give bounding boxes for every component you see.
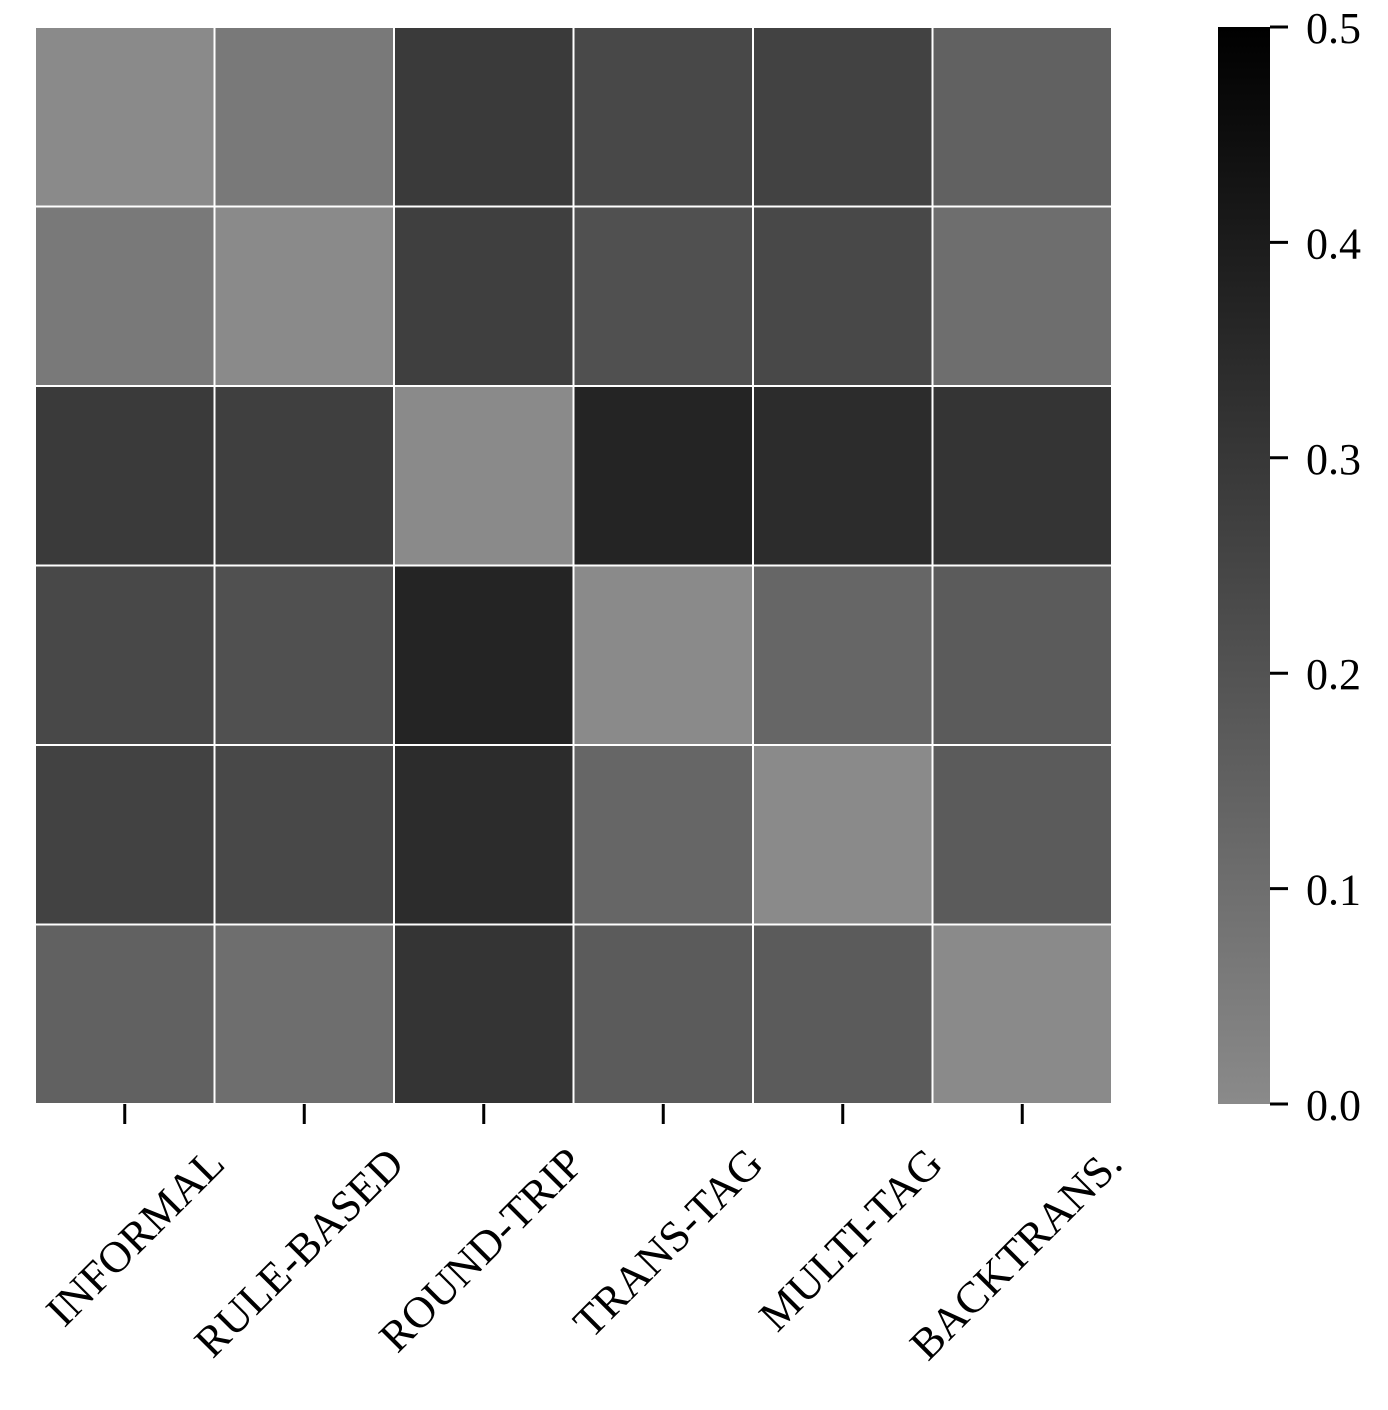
heatmap-cell (931, 385, 1113, 567)
heatmap-cell (572, 744, 754, 926)
x-axis: INFORMALRULE-BASEDROUND-TRIPTRANS-TAGMUL… (37, 1104, 1131, 1369)
heatmap-cell (393, 923, 575, 1105)
heatmap-cell (752, 26, 934, 208)
heatmap-cell (34, 564, 216, 746)
x-tick-label: INFORMAL (37, 1138, 234, 1335)
x-tick-label: TRANS-TAG (564, 1138, 772, 1346)
heatmap-cell (34, 923, 216, 1105)
colorbar-gradient (1218, 27, 1270, 1104)
colorbar-tick-label: 0.2 (1306, 650, 1361, 699)
heatmap-cell (572, 564, 754, 746)
heatmap-cell (752, 744, 934, 926)
heatmap-cell (393, 385, 575, 567)
heatmap-cell (34, 26, 216, 208)
colorbar: 0.0 0.1 0.2 0.3 0.4 0.5 (1218, 4, 1361, 1130)
colorbar-tick-label: 0.5 (1306, 4, 1361, 53)
heatmap-cell (752, 923, 934, 1105)
heatmap-cell (752, 205, 934, 387)
heatmap-cell (213, 385, 395, 567)
heatmap-cell (572, 923, 754, 1105)
colorbar-tick-label: 0.1 (1306, 866, 1361, 915)
heatmap-cell (931, 923, 1113, 1105)
heatmap-cell (393, 26, 575, 208)
colorbar-ticks: 0.0 0.1 0.2 0.3 0.4 0.5 (1270, 4, 1361, 1130)
heatmap-cell (572, 205, 754, 387)
heatmap-cell (34, 744, 216, 926)
heatmap-cell (931, 205, 1113, 387)
heatmap-cell (572, 26, 754, 208)
heatmap-cell (572, 385, 754, 567)
heatmap-cell (752, 385, 934, 567)
heatmap-cell (213, 744, 395, 926)
colorbar-tick-label: 0.3 (1306, 435, 1361, 484)
heatmap-cell (393, 564, 575, 746)
heatmap-cell (393, 744, 575, 926)
heatmap-cell (213, 923, 395, 1105)
heatmap-cell (393, 205, 575, 387)
colorbar-tick-label: 0.0 (1306, 1081, 1361, 1130)
x-tick-label: MULTI-TAG (750, 1138, 952, 1340)
heatmap-cell (34, 205, 216, 387)
heatmap-cell (931, 564, 1113, 746)
colorbar-tick-label: 0.4 (1306, 219, 1361, 268)
heatmap-cell (931, 744, 1113, 926)
heatmap-cell (213, 205, 395, 387)
heatmap-cells (34, 26, 1113, 1105)
heatmap-cell (213, 26, 395, 208)
heatmap-cell (931, 26, 1113, 208)
heatmap-cell (213, 564, 395, 746)
heatmap-cell (34, 385, 216, 567)
heatmap-cell (752, 564, 934, 746)
